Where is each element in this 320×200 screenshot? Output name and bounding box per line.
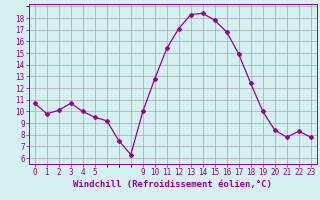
X-axis label: Windchill (Refroidissement éolien,°C): Windchill (Refroidissement éolien,°C) [73,180,272,189]
